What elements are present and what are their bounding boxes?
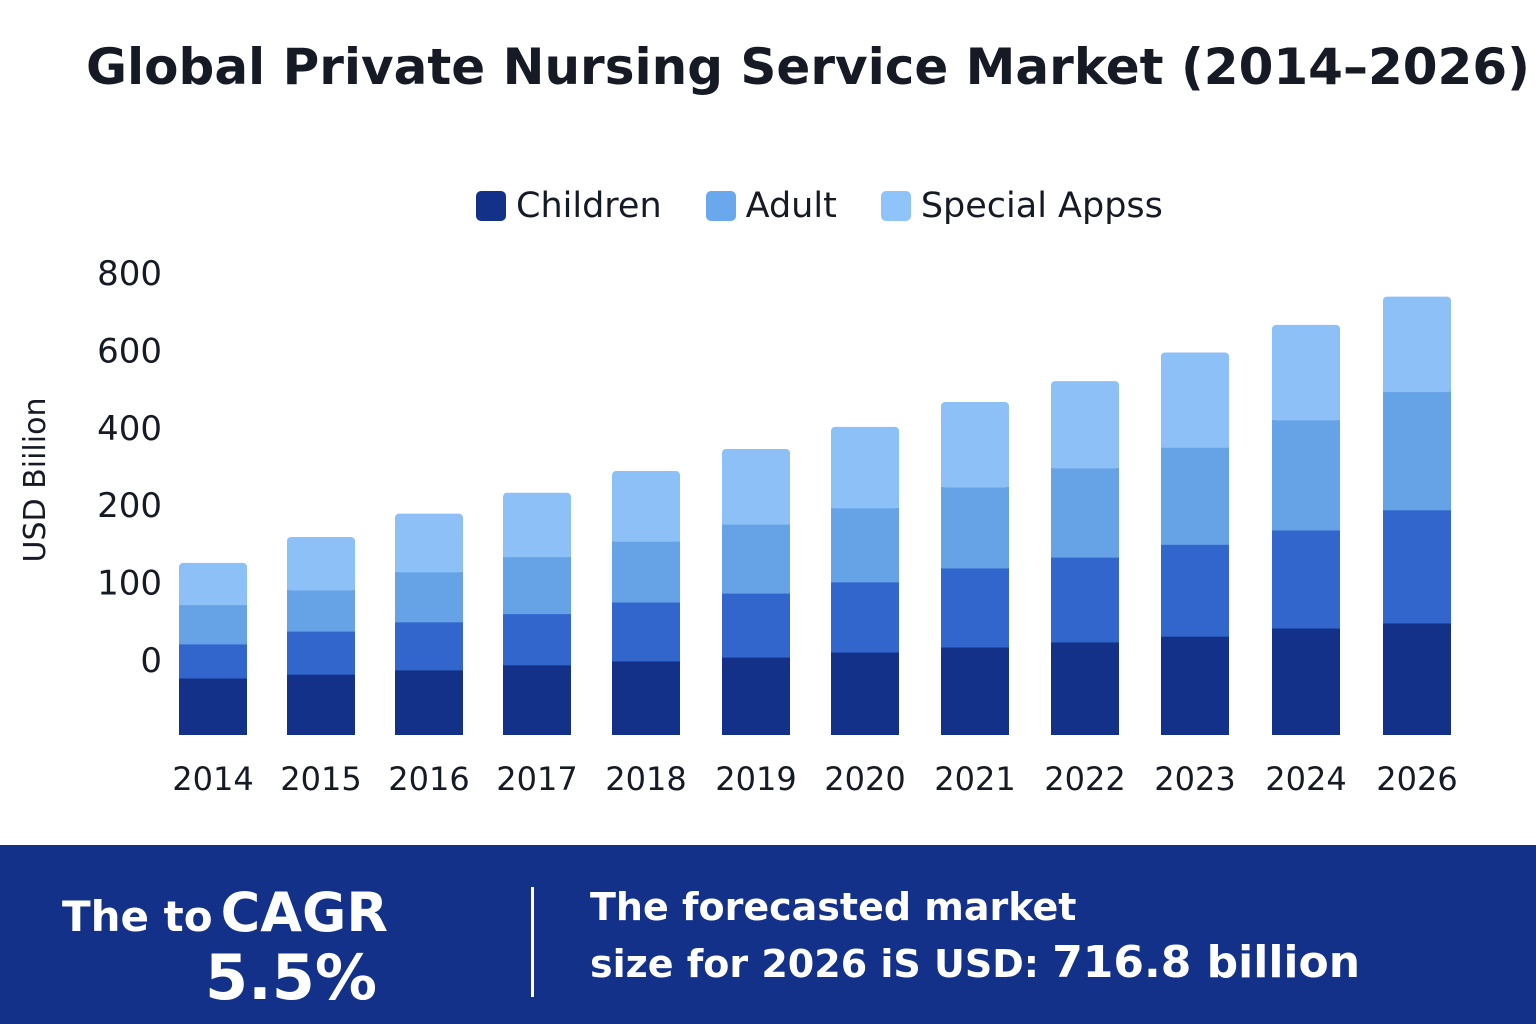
- bar-segment: [1051, 467, 1119, 558]
- x-tick-label: 2018: [605, 760, 686, 798]
- bar-segment: [179, 643, 247, 679]
- y-tick-label: 200: [97, 486, 162, 526]
- bar-segment-fill: [1383, 302, 1451, 392]
- bar-segment: [941, 486, 1009, 569]
- legend-item-children: Children: [476, 186, 662, 226]
- legend-label: Special Appss: [920, 186, 1163, 226]
- legend-swatch: [880, 191, 911, 221]
- x-tick-label: 2021: [934, 760, 1015, 798]
- bar-segment-fill: [941, 408, 1009, 487]
- bar-segment: [941, 647, 1009, 735]
- bar-segment: [722, 524, 790, 594]
- x-tick-label: 2016: [388, 760, 469, 798]
- bar-segment: [831, 507, 899, 583]
- x-tick-label: 2015: [280, 760, 361, 798]
- bar-segment-fill: [1051, 387, 1119, 468]
- x-tick-label: 2019: [715, 760, 796, 798]
- bar-segment-fill: [395, 519, 463, 572]
- legend-label: Adult: [745, 186, 837, 226]
- bar-segment-fill: [287, 542, 355, 591]
- forecast-value: 716.8 billion: [1052, 937, 1361, 988]
- bar-segment: [831, 652, 899, 735]
- bar-segment: [612, 602, 680, 662]
- legend-item-special: Special Appss: [880, 186, 1163, 226]
- x-tick-label: 2023: [1154, 760, 1235, 798]
- legend-swatch: [705, 191, 736, 221]
- bar-segment: [1051, 641, 1119, 735]
- bar-segment: [503, 556, 571, 615]
- x-tick-label: 2017: [496, 760, 577, 798]
- y-tick-label: 400: [97, 409, 162, 449]
- bar-segment: [395, 669, 463, 735]
- bar-segment: [722, 657, 790, 735]
- bar-segment: [179, 604, 247, 645]
- divider: [531, 887, 534, 997]
- bar-segment: [287, 590, 355, 632]
- forecast-text-line2: size for 2026 iS USD: 716.8 billion: [590, 937, 1360, 988]
- bar-segment: [1272, 529, 1340, 629]
- y-tick-label: 100: [97, 564, 162, 604]
- bar-segment: [1383, 391, 1451, 511]
- x-tick-label: 2020: [824, 760, 905, 798]
- bar-segment: [395, 621, 463, 671]
- bar-segment-fill: [179, 568, 247, 605]
- chart-title: Global Private Nursing Service Market (2…: [86, 38, 1530, 96]
- bar-segment: [179, 678, 247, 735]
- x-tick-label: 2024: [1265, 760, 1346, 798]
- bar-segment-fill: [1161, 358, 1229, 448]
- cagr-label: The to CAGR: [62, 881, 388, 944]
- forecast-text: size for 2026 iS USD:: [590, 942, 1039, 986]
- y-tick-label: 0: [140, 641, 162, 681]
- bar-segment: [503, 613, 571, 666]
- bar-segment: [1383, 622, 1451, 735]
- y-tick-label: 800: [97, 254, 162, 294]
- cagr-text: The to: [62, 892, 213, 941]
- legend-swatch: [476, 191, 506, 221]
- cagr-value: 5.5%: [205, 941, 377, 1014]
- bar-segment: [1272, 419, 1340, 531]
- bar-segment: [1383, 509, 1451, 624]
- bar-segment: [287, 631, 355, 675]
- bar-segment: [831, 581, 899, 653]
- bar-segment: [941, 567, 1009, 648]
- bar-segment: [287, 674, 355, 735]
- x-tick-label: 2026: [1376, 760, 1457, 798]
- x-tick-label: 2022: [1044, 760, 1125, 798]
- y-axis-label: USD Biilion: [18, 398, 53, 563]
- y-tick-label: 600: [97, 331, 162, 371]
- cagr-heading: CAGR: [220, 881, 388, 944]
- legend-item-adult: Adult: [705, 186, 837, 226]
- bar-segment: [1051, 557, 1119, 643]
- bar-segment: [1161, 544, 1229, 637]
- bar-segment: [1272, 628, 1340, 735]
- bar-segment: [503, 664, 571, 735]
- bar-segment: [395, 571, 463, 623]
- bar-segment-fill: [722, 454, 790, 525]
- bar-segment: [1161, 447, 1229, 545]
- footer-banner: The to CAGR 5.5% The forecasted market si…: [0, 845, 1536, 1024]
- x-tick-label: 2014: [172, 760, 253, 798]
- legend-label: Children: [516, 186, 662, 226]
- forecast-text-line1: The forecasted market: [590, 885, 1077, 929]
- bar-segment: [722, 593, 790, 658]
- bar-segment-fill: [503, 498, 571, 557]
- bar-segment-fill: [831, 432, 899, 508]
- legend: Children Adult Special Appss: [476, 186, 1207, 226]
- bar-segment: [1161, 636, 1229, 735]
- bar-segment: [612, 541, 680, 603]
- bar-chart: 0 100 200 400 600 800 USD Biilion 2014 2015 2016 2…: [18, 254, 1458, 798]
- bar-segment-fill: [612, 477, 680, 542]
- bar-segment-fill: [1272, 330, 1340, 420]
- bar-segment: [612, 660, 680, 735]
